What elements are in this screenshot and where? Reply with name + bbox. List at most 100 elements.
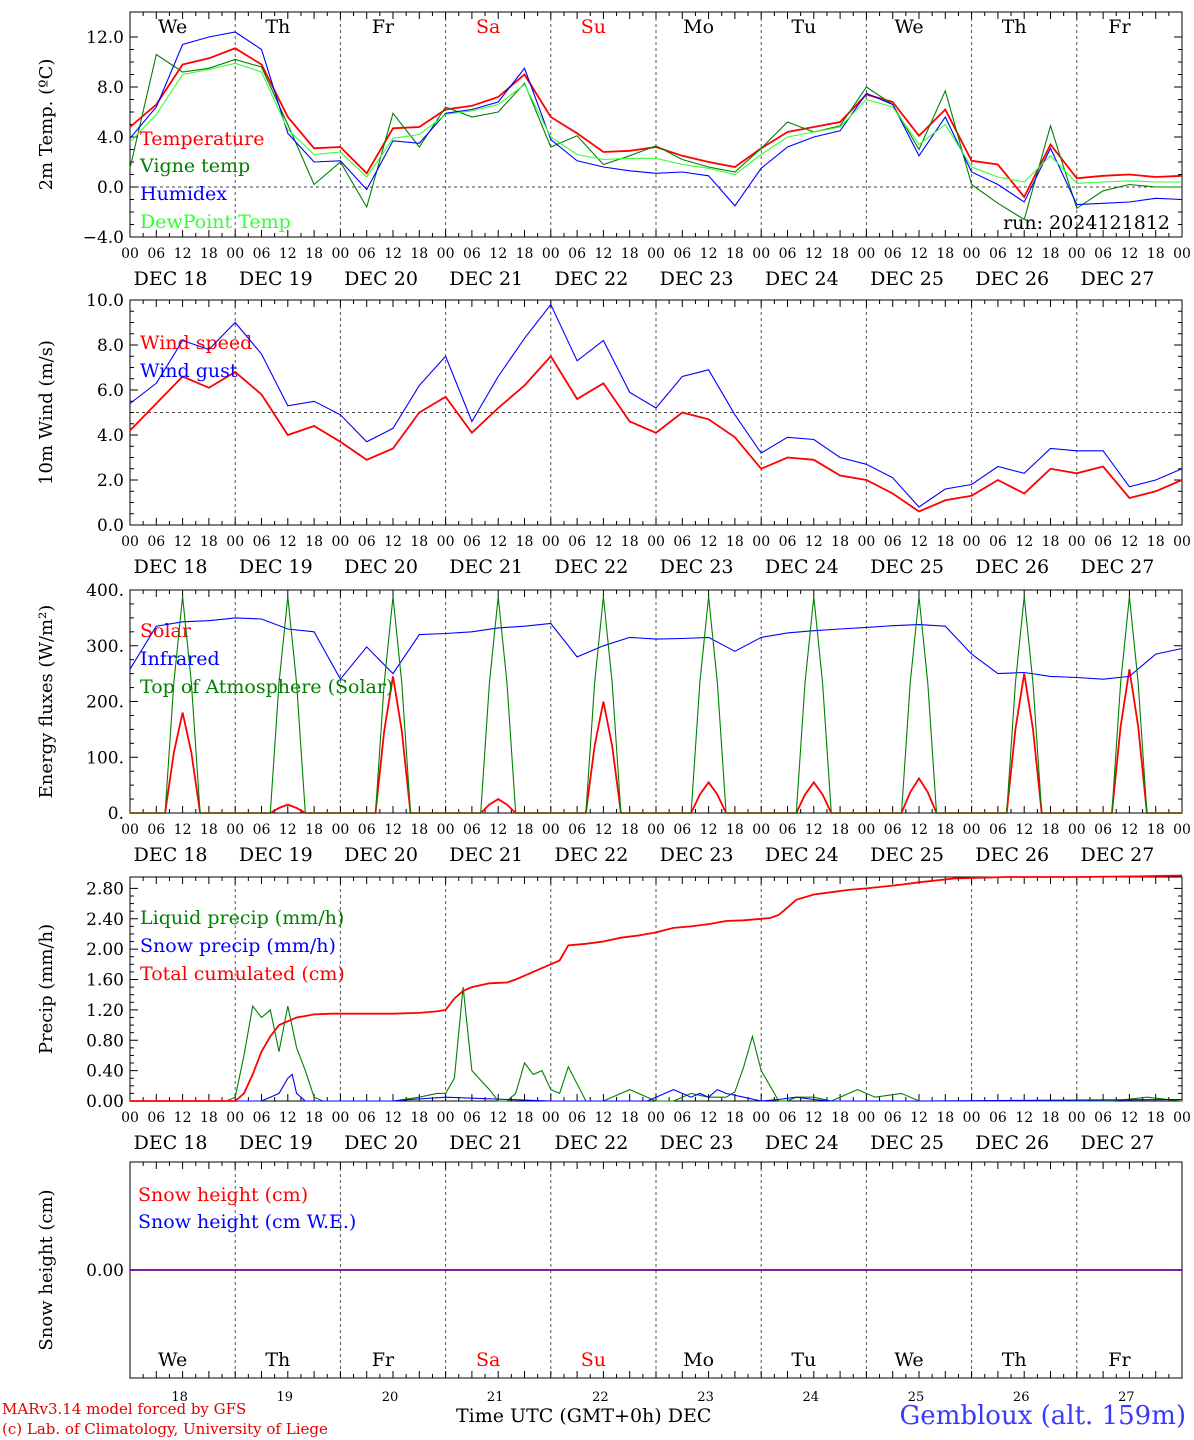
x-hour-label: 06 [1094,534,1112,550]
x-hour-label: 06 [463,246,481,262]
x-hour-label: 12 [910,246,928,262]
x-hour-label: 06 [779,534,797,550]
weekday-label: We [894,1349,923,1371]
x-day-number: 22 [592,1390,609,1405]
x-hour-label: 06 [253,1110,271,1126]
series-line-wind-speed [129,354,1183,513]
x-hour-label: 18 [200,246,218,262]
y-tick-label: 8.0 [97,78,124,98]
y-tick-label: 0.0 [97,516,124,536]
x-hour-label: 12 [700,822,718,838]
x-hour-label: 00 [1173,534,1191,550]
x-hour-label: 00 [542,1110,560,1126]
series-line-snow-precip-mm-h [130,1073,1183,1102]
x-date-label: DEC 20 [344,268,418,290]
x-date-label: DEC 20 [344,844,418,866]
x-hour-label: 18 [410,1110,428,1126]
x-date-label: DEC 27 [1080,268,1154,290]
x-hour-label: 00 [121,822,139,838]
x-hour-label: 12 [384,534,402,550]
x-hour-label: 06 [147,246,165,262]
x-hour-label: 00 [857,246,875,262]
x-hour-label: 00 [121,246,139,262]
weekday-label: We [158,16,187,38]
x-hour-label: 06 [253,246,271,262]
x-hour-label: 06 [568,822,586,838]
x-hour-label: 00 [331,246,349,262]
x-date-label: DEC 25 [870,268,944,290]
series-line-total-cumulated-cm [130,874,1183,1102]
x-hour-label: 00 [542,246,560,262]
legend-solar: Solar [140,620,192,642]
x-hour-label: 18 [936,1110,954,1126]
x-hour-label: 00 [331,534,349,550]
x-hour-label: 12 [1120,1110,1138,1126]
x-hour-label: 00 [437,246,455,262]
x-hour-label: 18 [200,1110,218,1126]
x-hour-label: 00 [437,534,455,550]
x-date-label: DEC 19 [239,556,313,578]
x-hour-label: 18 [936,534,954,550]
x-hour-label: 12 [489,822,507,838]
y-tick-label: 2.0 [97,471,124,491]
x-hour-label: 06 [463,534,481,550]
x-hour-label: 18 [1147,1110,1165,1126]
x-hour-label: 12 [700,534,718,550]
x-hour-label: 18 [831,534,849,550]
weekday-label: Th [1002,1349,1027,1371]
x-hour-label: 18 [831,1110,849,1126]
x-hour-label: 18 [621,246,639,262]
weekday-label: Tu [791,1349,816,1371]
x-hour-label: 00 [1173,822,1191,838]
x-hour-label: 18 [726,1110,744,1126]
x-hour-label: 18 [516,822,534,838]
x-date-label: DEC 23 [660,844,734,866]
y-tick-label: 0.00 [86,1092,124,1112]
x-hour-label: 06 [253,534,271,550]
weekday-label: We [894,16,923,38]
x-date-label: DEC 22 [554,844,628,866]
x-hour-label: 12 [700,1110,718,1126]
x-date-label: DEC 18 [134,556,208,578]
x-hour-label: 06 [673,822,691,838]
x-hour-label: 06 [673,1110,691,1126]
legend-dewpoint-temp: DewPoint Temp [140,211,291,233]
legend-top-of-atmosphere-solar: Top of Atmosphere (Solar) [140,676,393,698]
y-tick-label: 300. [86,637,124,657]
x-hour-label: 12 [1015,1110,1033,1126]
x-hour-label: 06 [463,822,481,838]
x-hour-label: 12 [1015,246,1033,262]
x-date-label: DEC 27 [1080,1132,1154,1154]
x-hour-label: 06 [1094,246,1112,262]
legend-infrared: Infrared [140,648,220,670]
x-day-number: 18 [171,1390,188,1405]
x-hour-label: 18 [1147,246,1165,262]
y-tick-label: 1.20 [86,1001,124,1021]
x-hour-label: 00 [226,1110,244,1126]
x-date-label: DEC 26 [975,1132,1049,1154]
x-hour-label: 00 [226,534,244,550]
x-hour-label: 06 [568,534,586,550]
x-date-label: DEC 26 [975,556,1049,578]
x-hour-label: 06 [989,1110,1007,1126]
x-hour-label: 18 [1042,822,1060,838]
x-date-label: DEC 25 [870,556,944,578]
x-hour-label: 00 [857,534,875,550]
y-tick-label: −4.0 [83,228,124,248]
x-hour-label: 00 [1068,1110,1086,1126]
x-hour-label: 12 [594,246,612,262]
x-day-number: 26 [1013,1390,1030,1405]
x-hour-label: 18 [936,246,954,262]
x-hour-label: 18 [621,1110,639,1126]
x-hour-label: 12 [1015,822,1033,838]
y-tick-label: 0.40 [86,1062,124,1082]
legend-vigne-temp: Vigne temp [139,155,250,177]
x-hour-label: 06 [779,246,797,262]
x-hour-label: 00 [752,246,770,262]
weekday-label: Fr [1108,16,1131,38]
legend-temperature: Temperature [140,128,264,150]
x-date-label: DEC 20 [344,556,418,578]
weekday-label: Sa [476,1349,500,1371]
x-hour-label: 06 [884,246,902,262]
